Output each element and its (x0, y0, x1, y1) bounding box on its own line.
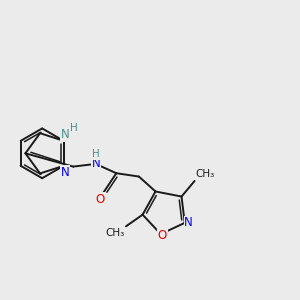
Text: N: N (61, 128, 70, 141)
Text: CH₃: CH₃ (106, 228, 125, 238)
Text: N: N (61, 166, 70, 179)
Text: N: N (184, 216, 193, 230)
Text: O: O (96, 193, 105, 206)
Text: H: H (70, 123, 77, 133)
Text: N: N (92, 158, 100, 170)
Text: CH₃: CH₃ (196, 169, 215, 179)
Text: O: O (158, 229, 167, 242)
Text: H: H (92, 149, 100, 159)
